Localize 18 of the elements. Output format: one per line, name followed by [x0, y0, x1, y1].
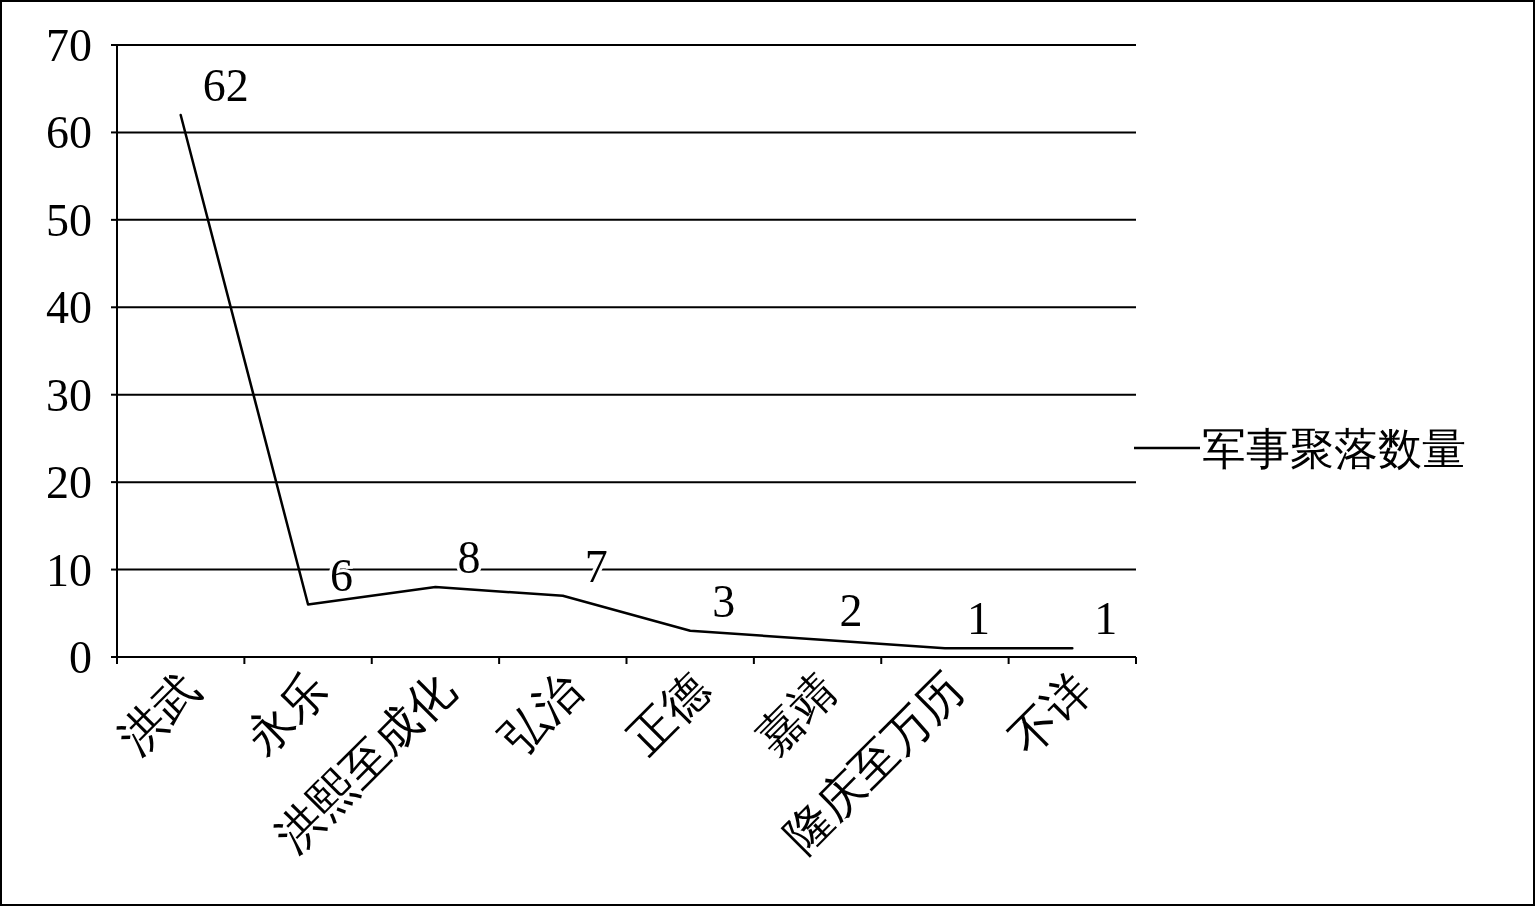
x-tick-label: 洪武 — [108, 663, 210, 765]
data-label: 1 — [1094, 593, 1118, 645]
x-tick-label: 弘治 — [490, 663, 592, 765]
y-tick-label: 40 — [46, 282, 92, 334]
data-label: 1 — [966, 593, 990, 645]
data-label: 2 — [839, 584, 863, 636]
y-tick-label: 0 — [69, 632, 92, 683]
x-tick-label: 不详 — [1000, 663, 1102, 765]
y-tick-label: 50 — [46, 194, 92, 246]
y-tick-label: 60 — [46, 107, 92, 159]
y-tick-label: 10 — [46, 544, 92, 596]
y-tick-label: 20 — [46, 457, 92, 509]
y-tick-label: 70 — [46, 20, 92, 71]
data-label: 62 — [202, 59, 249, 111]
data-label: 3 — [712, 575, 736, 627]
y-tick-label: 30 — [46, 369, 92, 421]
legend-label: 军事聚落数量 — [1202, 425, 1466, 474]
x-tick-label: 正德 — [618, 663, 720, 765]
